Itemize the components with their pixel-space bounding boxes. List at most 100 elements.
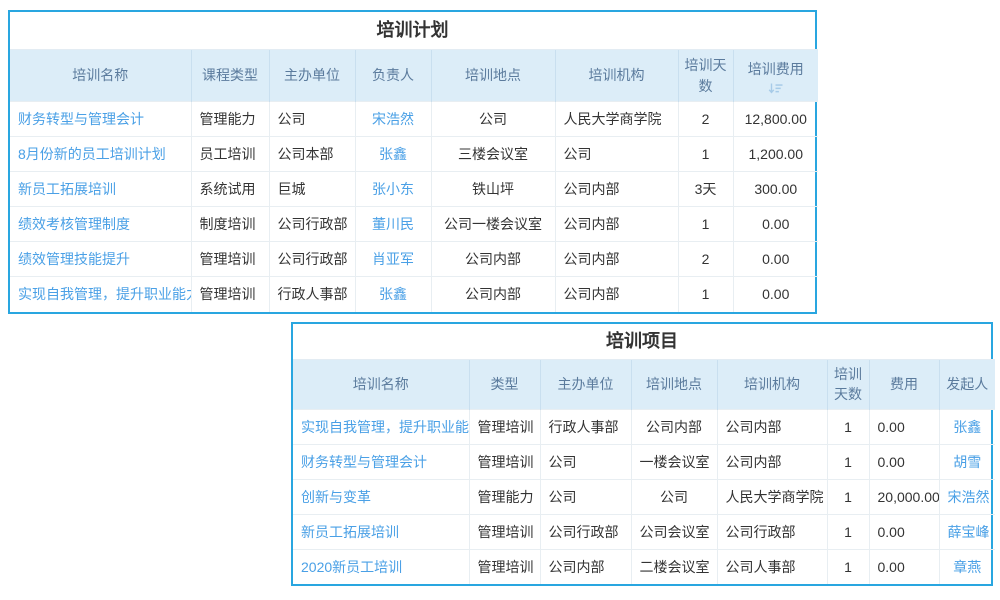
header-row: 培训名称类型主办单位培训地点培训机构培训天数费用发起人 — [293, 360, 995, 410]
cell: 章燕 — [939, 549, 995, 584]
link-cell[interactable]: 张鑫 — [379, 286, 407, 302]
cell: 3天 — [678, 172, 733, 207]
training-plan-table: 培训名称课程类型主办单位负责人培训地点培训机构培训天数培训费用财务转型与管理会计… — [10, 49, 818, 312]
cell: 1 — [827, 479, 869, 514]
cell: 管理培训 — [191, 277, 269, 312]
cell: 公司内部 — [717, 444, 827, 479]
link-cell[interactable]: 新员工拓展培训 — [301, 524, 399, 540]
cell: 1 — [678, 207, 733, 242]
table-row: 创新与变革管理能力公司公司人民大学商学院120,000.00宋浩然 — [293, 479, 995, 514]
column-header-3: 负责人 — [355, 50, 431, 102]
cell: 1 — [678, 137, 733, 172]
column-label: 培训名称 — [72, 67, 128, 83]
cell: 0.00 — [869, 444, 939, 479]
column-label: 主办单位 — [558, 376, 614, 392]
column-label: 培训地点 — [646, 376, 702, 392]
cell: 公司 — [431, 102, 555, 137]
cell: 1,200.00 — [733, 137, 818, 172]
table-row: 实现自我管理，提升职业能力管理培训行政人事部公司内部公司内部10.00张鑫 — [293, 409, 995, 444]
link-cell[interactable]: 张鑫 — [953, 419, 981, 435]
column-header-6: 培训天数 — [678, 50, 733, 102]
column-label: 培训地点 — [465, 67, 521, 83]
cell: 制度培训 — [191, 207, 269, 242]
link-cell[interactable]: 实现自我管理，提升职业能力 — [18, 286, 191, 302]
link-cell[interactable]: 实现自我管理，提升职业能力 — [301, 419, 469, 435]
link-cell[interactable]: 宋浩然 — [948, 489, 990, 505]
page: 培训计划 培训名称课程类型主办单位负责人培训地点培训机构培训天数培训费用财务转型… — [0, 0, 1000, 600]
column-header-7[interactable]: 培训费用 — [733, 50, 818, 102]
link-cell[interactable]: 胡雪 — [953, 454, 981, 470]
link-cell[interactable]: 财务转型与管理会计 — [301, 454, 427, 470]
cell: 公司本部 — [269, 137, 355, 172]
cell: 公司内部 — [431, 242, 555, 277]
cell: 管理能力 — [191, 102, 269, 137]
column-header-3: 培训地点 — [631, 360, 717, 410]
cell: 公司行政部 — [540, 514, 631, 549]
cell: 行政人事部 — [269, 277, 355, 312]
cell: 0.00 — [869, 549, 939, 584]
link-cell[interactable]: 8月份新的员工培训计划 — [18, 146, 166, 162]
cell: 公司行政部 — [269, 242, 355, 277]
link-cell[interactable]: 张小东 — [372, 181, 414, 197]
cell: 行政人事部 — [540, 409, 631, 444]
cell: 0.00 — [733, 207, 818, 242]
link-cell[interactable]: 宋浩然 — [372, 111, 414, 127]
cell: 管理培训 — [469, 409, 540, 444]
column-label: 主办单位 — [284, 67, 340, 83]
cell: 2 — [678, 242, 733, 277]
cell: 实现自我管理，提升职业能力 — [293, 409, 469, 444]
link-cell[interactable]: 章燕 — [953, 559, 981, 575]
column-label: 培训名称 — [353, 376, 409, 392]
training-project-card: 培训项目 培训名称类型主办单位培训地点培训机构培训天数费用发起人实现自我管理，提… — [291, 322, 993, 586]
link-cell[interactable]: 绩效管理技能提升 — [18, 251, 130, 267]
cell: 胡雪 — [939, 444, 995, 479]
cell: 0.00 — [869, 409, 939, 444]
cell: 公司内部 — [555, 277, 678, 312]
sort-amount-icon[interactable] — [768, 80, 784, 92]
cell: 0.00 — [869, 514, 939, 549]
cell: 二楼会议室 — [631, 549, 717, 584]
cell: 300.00 — [733, 172, 818, 207]
cell: 公司内部 — [540, 549, 631, 584]
cell: 薛宝峰 — [939, 514, 995, 549]
cell: 1 — [678, 277, 733, 312]
cell: 张鑫 — [939, 409, 995, 444]
cell: 一楼会议室 — [631, 444, 717, 479]
column-header-5: 培训机构 — [555, 50, 678, 102]
cell: 公司行政部 — [269, 207, 355, 242]
column-header-5: 培训天数 — [827, 360, 869, 410]
cell: 实现自我管理，提升职业能力 — [10, 277, 191, 312]
link-cell[interactable]: 张鑫 — [379, 146, 407, 162]
link-cell[interactable]: 董川民 — [372, 216, 414, 232]
column-header-0: 培训名称 — [10, 50, 191, 102]
link-cell[interactable]: 肖亚军 — [372, 251, 414, 267]
cell: 财务转型与管理会计 — [293, 444, 469, 479]
cell: 管理培训 — [469, 514, 540, 549]
training-project-table: 培训名称类型主办单位培训地点培训机构培训天数费用发起人实现自我管理，提升职业能力… — [293, 359, 995, 584]
cell: 公司内部 — [555, 207, 678, 242]
link-cell[interactable]: 财务转型与管理会计 — [18, 111, 144, 127]
link-cell[interactable]: 绩效考核管理制度 — [18, 216, 130, 232]
link-cell[interactable]: 新员工拓展培训 — [18, 181, 116, 197]
cell: 巨城 — [269, 172, 355, 207]
cell: 张小东 — [355, 172, 431, 207]
cell: 0.00 — [733, 242, 818, 277]
link-cell[interactable]: 2020新员工培训 — [301, 559, 402, 575]
cell: 8月份新的员工培训计划 — [10, 137, 191, 172]
cell: 公司 — [269, 102, 355, 137]
column-label: 类型 — [491, 376, 519, 392]
training-plan-card: 培训计划 培训名称课程类型主办单位负责人培训地点培训机构培训天数培训费用财务转型… — [8, 10, 817, 314]
link-cell[interactable]: 薛宝峰 — [948, 524, 990, 540]
cell: 宋浩然 — [939, 479, 995, 514]
cell: 2020新员工培训 — [293, 549, 469, 584]
cell: 绩效管理技能提升 — [10, 242, 191, 277]
link-cell[interactable]: 创新与变革 — [301, 489, 371, 505]
cell: 公司 — [540, 444, 631, 479]
column-label: 发起人 — [946, 376, 988, 392]
training-project-title: 培训项目 — [293, 324, 991, 359]
cell: 公司 — [540, 479, 631, 514]
cell: 公司内部 — [555, 172, 678, 207]
column-header-2: 主办单位 — [269, 50, 355, 102]
training-plan-title: 培训计划 — [10, 12, 815, 49]
column-label: 培训天数 — [834, 366, 862, 402]
